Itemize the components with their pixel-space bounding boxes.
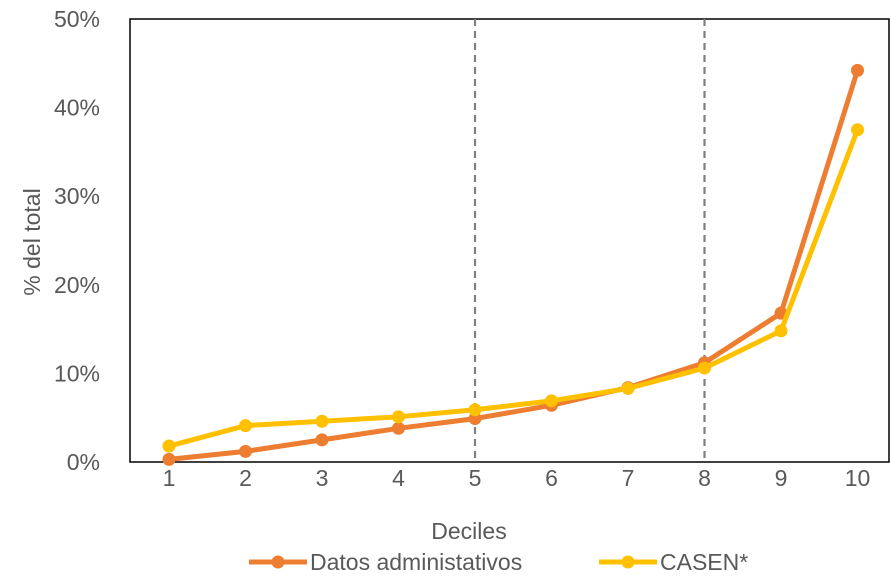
data-point [698,361,711,375]
data-point [468,403,482,417]
legend-marker [271,555,285,569]
plot-area [129,18,890,463]
y-axis-title: % del total [19,188,45,295]
y-axis-ticks: 0% 10% 20% 30% 40% 50% [54,6,100,475]
y-tick-label: 40% [54,95,100,121]
data-point [315,414,329,428]
series-line [166,127,860,449]
data-point [162,439,176,453]
data-point [239,419,252,433]
x-tick-label: 7 [622,465,635,491]
data-point [545,394,558,408]
data-point [162,452,176,466]
legend-label: CASEN* [660,549,748,575]
x-tick-label: 5 [469,465,482,491]
data-point [621,381,635,395]
x-axis-ticks: 1 2 3 4 5 6 7 8 9 10 [163,465,871,491]
x-tick-label: 10 [845,465,871,491]
series-line [166,67,860,462]
x-tick-label: 2 [239,465,252,491]
series-group [162,63,864,466]
data-point [392,421,405,435]
x-tick-label: 6 [545,465,558,491]
reference-lines [473,19,706,462]
x-tick-label: 8 [698,465,711,491]
y-tick-label: 20% [54,272,100,298]
data-point [851,123,864,137]
legend-label: Datos administativos [310,549,522,575]
x-tick-label: 1 [163,465,176,491]
data-point [851,63,864,77]
y-tick-label: 0% [67,449,100,475]
data-point [392,410,405,424]
data-point [239,444,252,458]
x-axis-title: Deciles [431,518,506,544]
x-tick-label: 4 [392,465,405,491]
data-point [774,324,788,338]
legend-marker [621,555,635,569]
y-tick-label: 50% [54,6,100,32]
data-point [315,433,329,447]
x-tick-label: 9 [775,465,788,491]
y-tick-label: 30% [54,183,100,209]
y-tick-label: 10% [54,360,100,386]
x-tick-label: 3 [316,465,329,491]
legend: Datos administativos CASEN* [249,549,748,575]
